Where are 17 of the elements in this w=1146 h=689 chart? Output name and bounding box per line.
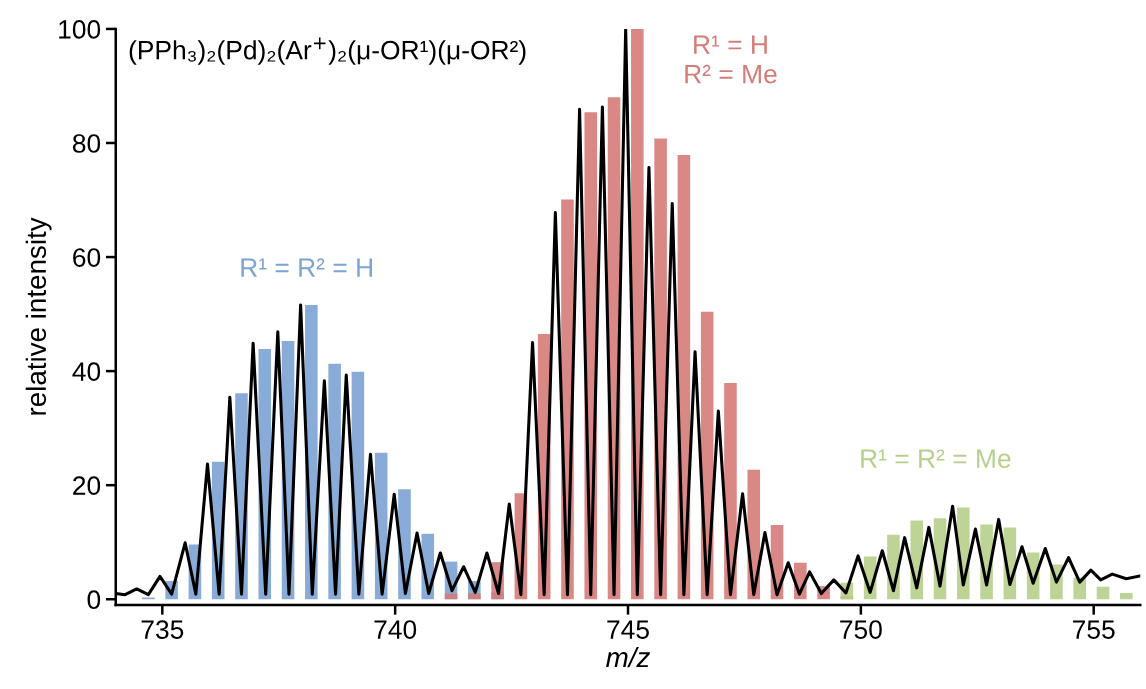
- series-label: R¹ = H R² = Me: [685, 35, 777, 84]
- text: R¹ = R² = Me: [861, 449, 1011, 468]
- x-tick-label: 750: [840, 620, 882, 639]
- y-tick-label: 20: [73, 476, 101, 495]
- x-tick-label: 740: [374, 620, 417, 639]
- y-axis-title: relative intensity: [25, 217, 52, 415]
- x-tick-label: 735: [141, 620, 184, 639]
- chart-title: (PPh₃)₂(Pd)₂(Ar$^{+}$)₂(μ-OR¹)(μ-OR²): [129, 37, 526, 65]
- x-tick-label: 745: [607, 620, 649, 639]
- x-axis-title: m/z: [606, 646, 650, 668]
- x-tick-label: 755: [1073, 620, 1115, 639]
- y-tick-label: 100: [59, 20, 101, 39]
- y-tick-label: 60: [73, 248, 101, 267]
- y-tick-label: 40: [72, 362, 101, 381]
- series-label: R¹ = R² = H: [241, 258, 372, 277]
- y-tick-label: 80: [72, 134, 101, 153]
- y-tick-label: 0: [87, 590, 101, 610]
